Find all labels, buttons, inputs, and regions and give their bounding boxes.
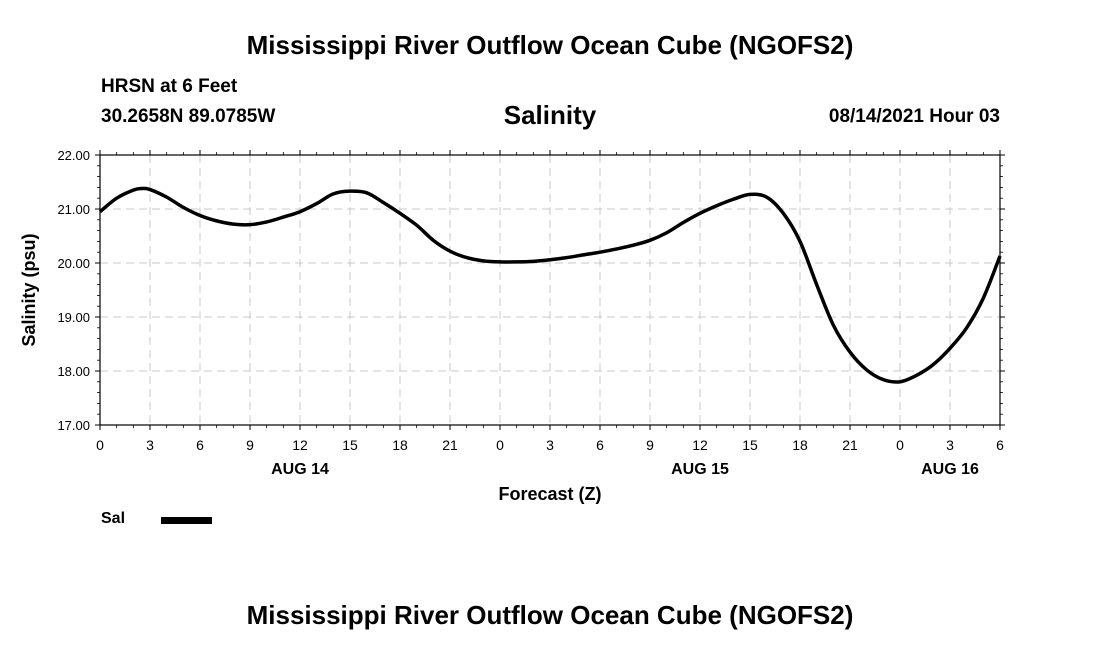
x-tick-label: 12 bbox=[692, 437, 708, 453]
x-tick-label: 3 bbox=[146, 437, 154, 453]
legend-line-swatch bbox=[161, 517, 212, 524]
x-tick-label: 9 bbox=[246, 437, 254, 453]
date-label: AUG 14 bbox=[271, 461, 329, 478]
y-tick-label: 22.00 bbox=[57, 148, 90, 163]
y-tick-label: 21.00 bbox=[57, 202, 90, 217]
x-tick-label: 6 bbox=[196, 437, 204, 453]
y-tick-label: 19.00 bbox=[57, 310, 90, 325]
y-tick-label: 20.00 bbox=[57, 256, 90, 271]
date-label: AUG 16 bbox=[921, 461, 979, 478]
forecast-datetime: 08/14/2021 Hour 03 bbox=[828, 106, 1000, 127]
series-line-sal bbox=[98, 186, 1002, 384]
y-tick-label: 17.00 bbox=[57, 418, 90, 433]
y-axis-title: Salinity (psu) bbox=[19, 233, 39, 346]
x-tick-label: 12 bbox=[292, 437, 308, 453]
x-tick-label: 21 bbox=[442, 437, 458, 453]
plot-frame bbox=[99, 154, 1001, 426]
x-tick-label: 18 bbox=[792, 437, 808, 453]
x-tick-label: 21 bbox=[842, 437, 858, 453]
grid-lines bbox=[100, 155, 1000, 425]
y-tick-label: 18.00 bbox=[57, 364, 90, 379]
date-label: AUG 15 bbox=[671, 461, 729, 478]
axis-labels: 17.00 18.00 19.00 20.00 21.00 22.00 0 3 6 9 12 15 18… bbox=[57, 148, 1004, 478]
x-tick-label: 0 bbox=[896, 437, 904, 453]
x-tick-label: 9 bbox=[646, 437, 654, 453]
x-tick-label: 6 bbox=[996, 437, 1004, 453]
chart-footer-title: Mississippi River Outflow Ocean Cube (NG… bbox=[246, 600, 854, 630]
station-name: HRSN at 6 Feet bbox=[101, 76, 238, 97]
series-layer bbox=[98, 186, 1002, 384]
x-tick-label: 3 bbox=[546, 437, 554, 453]
x-tick-label: 15 bbox=[342, 437, 358, 453]
x-tick-label: 0 bbox=[496, 437, 504, 453]
x-tick-label: 3 bbox=[946, 437, 954, 453]
x-tick-label: 0 bbox=[96, 437, 104, 453]
x-axis-title: Forecast (Z) bbox=[498, 484, 601, 504]
x-tick-label: 15 bbox=[742, 437, 758, 453]
chart-main-title: Mississippi River Outflow Ocean Cube (NG… bbox=[246, 30, 854, 60]
legend-label: Sal bbox=[101, 510, 126, 527]
station-coordinates: 30.2658N 89.0785W bbox=[101, 106, 276, 127]
variable-title: Salinity bbox=[503, 100, 597, 130]
x-tick-label: 18 bbox=[392, 437, 408, 453]
x-tick-label: 6 bbox=[596, 437, 604, 453]
